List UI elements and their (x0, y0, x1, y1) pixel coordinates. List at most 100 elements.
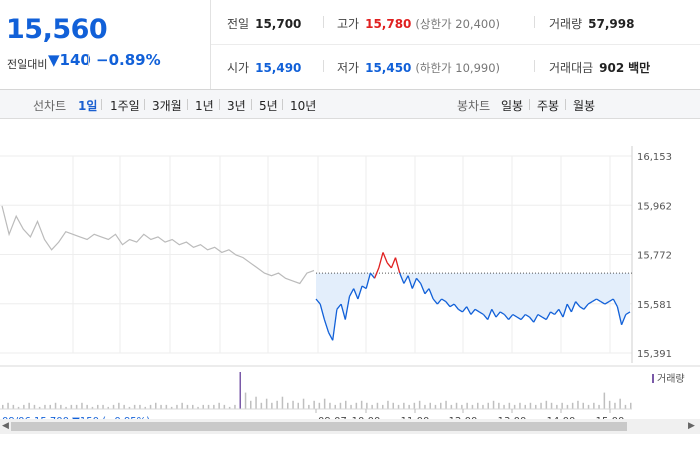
volume-bar (524, 404, 526, 409)
volume-bar (477, 402, 479, 409)
scroll-right-icon[interactable]: ▶ (688, 421, 695, 431)
chart-scrollbar[interactable]: ◀ ▶ (0, 419, 700, 434)
volume-bar (376, 402, 379, 409)
price-line-segment (499, 311, 505, 316)
price-line-segment (620, 314, 627, 326)
price-line-segment (537, 313, 543, 318)
price-line-segment (596, 298, 602, 303)
volume-bar (186, 404, 189, 409)
price-line-segment (403, 275, 409, 284)
stat-volume: 거래량 57,998 (549, 15, 634, 32)
tab-5year[interactable]: 5년 (259, 99, 278, 113)
volume-bar (176, 404, 178, 409)
volume-bar (112, 404, 115, 409)
stat-label: 전일 (227, 17, 250, 31)
volume-legend: 거래량 (657, 373, 685, 385)
volume-bar (118, 402, 120, 409)
tab-divider (187, 99, 188, 110)
tab-divider (144, 99, 145, 110)
volume-bar (408, 404, 410, 409)
volume-bar (550, 402, 553, 409)
tab-weekly-candle[interactable]: 주봉 (537, 99, 560, 113)
volume-bar (461, 404, 463, 409)
change-value: ▼140 (48, 51, 91, 69)
change-amount: 140 (59, 51, 91, 69)
volume-bar (624, 404, 627, 409)
volume-bar (60, 404, 62, 409)
change-divider (88, 54, 89, 66)
price-line-segment (344, 296, 351, 320)
price-line-segment (520, 314, 526, 321)
volume-bar (23, 404, 25, 409)
volume-bar (70, 404, 73, 409)
volume-bar (440, 402, 442, 409)
volume-bar (287, 402, 289, 409)
volume-bar (12, 404, 15, 409)
volume-bar (2, 404, 4, 409)
volume-bar (155, 402, 157, 409)
volume-bar (28, 402, 30, 409)
stat-label: 고가 (337, 17, 360, 31)
price-line-segment (365, 272, 372, 289)
volume-bar (513, 404, 516, 409)
volume-bar (102, 404, 104, 409)
lower-limit: (하한가 10,990) (415, 61, 501, 75)
volume-bar (593, 402, 595, 409)
volume-bar (49, 404, 51, 409)
tab-divider (529, 99, 530, 110)
stat-label: 거래량 (549, 17, 583, 31)
price-line-segment (340, 303, 346, 320)
volume-bar (413, 402, 416, 409)
volume-bar (545, 400, 548, 409)
scroll-left-icon[interactable]: ◀ (2, 421, 9, 431)
volume-bar (54, 402, 57, 409)
volume-bar (482, 404, 484, 409)
volume-bar (97, 404, 99, 409)
change-percent: −0.89% (96, 51, 161, 69)
volume-bar (403, 402, 405, 409)
volume-bar (276, 400, 278, 409)
price-line-segment (457, 308, 463, 313)
volume-bar (139, 404, 141, 409)
price-line-segment (415, 277, 422, 284)
period-toolbar: 선차트 1일 1주일 3개월 1년 3년 5년 10년 봉차트 일봉 주봉 월봉 (0, 90, 700, 119)
volume-bar (38, 406, 41, 409)
price-line-segment (332, 309, 338, 341)
volume-bar (181, 402, 183, 409)
scrollbar-thumb[interactable] (11, 422, 627, 431)
volume-bar (255, 396, 257, 409)
volume-bar (455, 402, 458, 409)
tab-3month[interactable]: 3개월 (152, 99, 182, 113)
volume-bar (519, 402, 521, 409)
volume-bar (313, 400, 315, 409)
stat-value: 57,998 (588, 17, 635, 31)
line-chart-title: 선차트 (33, 99, 67, 113)
volume-bar (239, 372, 241, 409)
price-line-segment (432, 298, 438, 305)
price-line-segment (579, 306, 585, 310)
price-line-segment (420, 283, 426, 295)
price-line-segment (612, 298, 618, 308)
stat-turnover: 거래대금 902 백만 (549, 59, 650, 76)
price-line-segment (386, 262, 392, 269)
volume-bar (445, 400, 447, 409)
tab-divider (101, 99, 102, 110)
volume-bar (429, 402, 431, 409)
tab-1year[interactable]: 1년 (195, 99, 214, 113)
price-line-segment (436, 298, 443, 305)
volume-bar (149, 404, 152, 409)
tab-monthly-candle[interactable]: 월봉 (573, 99, 596, 113)
price-line-segment (516, 316, 522, 321)
current-price: 15,560 (6, 14, 108, 45)
stat-open: 시가 15,490 (227, 59, 301, 76)
tab-3year[interactable]: 3년 (227, 99, 246, 113)
volume-bar (292, 400, 294, 409)
tab-10year[interactable]: 10년 (290, 99, 317, 113)
volume-bar (17, 406, 20, 409)
tab-1day[interactable]: 1일 (78, 99, 98, 113)
volume-bar (392, 402, 394, 409)
price-line-segment (453, 303, 459, 310)
tab-1week[interactable]: 1주일 (110, 99, 140, 113)
y-tick-label: 15,962 (637, 201, 672, 212)
tab-daily-candle[interactable]: 일봉 (501, 99, 524, 113)
